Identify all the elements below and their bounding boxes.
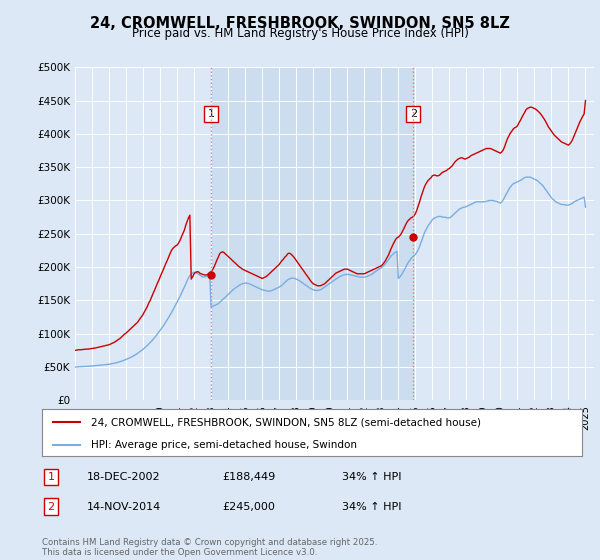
Text: 1: 1: [208, 109, 215, 119]
Text: 2: 2: [410, 109, 417, 119]
Text: Contains HM Land Registry data © Crown copyright and database right 2025.
This d: Contains HM Land Registry data © Crown c…: [42, 538, 377, 557]
Text: Price paid vs. HM Land Registry's House Price Index (HPI): Price paid vs. HM Land Registry's House …: [131, 27, 469, 40]
Text: 2: 2: [47, 502, 55, 512]
Text: HPI: Average price, semi-detached house, Swindon: HPI: Average price, semi-detached house,…: [91, 440, 356, 450]
Text: 34% ↑ HPI: 34% ↑ HPI: [342, 472, 401, 482]
Text: £188,449: £188,449: [222, 472, 275, 482]
Text: 1: 1: [47, 472, 55, 482]
Text: 24, CROMWELL, FRESHBROOK, SWINDON, SN5 8LZ: 24, CROMWELL, FRESHBROOK, SWINDON, SN5 8…: [90, 16, 510, 31]
Bar: [211, 67, 413, 400]
Text: 24, CROMWELL, FRESHBROOK, SWINDON, SN5 8LZ (semi-detached house): 24, CROMWELL, FRESHBROOK, SWINDON, SN5 8…: [91, 417, 481, 427]
Text: 18-DEC-2002: 18-DEC-2002: [87, 472, 161, 482]
Text: 34% ↑ HPI: 34% ↑ HPI: [342, 502, 401, 512]
Text: 14-NOV-2014: 14-NOV-2014: [87, 502, 161, 512]
Text: £245,000: £245,000: [222, 502, 275, 512]
